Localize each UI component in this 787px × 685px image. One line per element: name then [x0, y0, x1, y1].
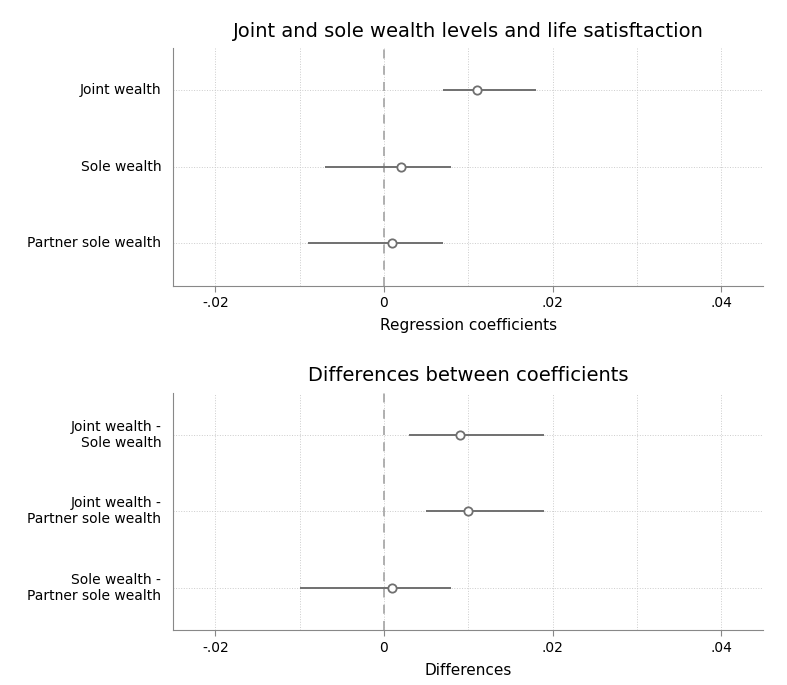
Title: Joint and sole wealth levels and life satisftaction: Joint and sole wealth levels and life sa… — [233, 22, 704, 41]
X-axis label: Regression coefficients: Regression coefficients — [379, 319, 557, 334]
X-axis label: Differences: Differences — [424, 663, 512, 678]
Title: Differences between coefficients: Differences between coefficients — [308, 366, 629, 386]
